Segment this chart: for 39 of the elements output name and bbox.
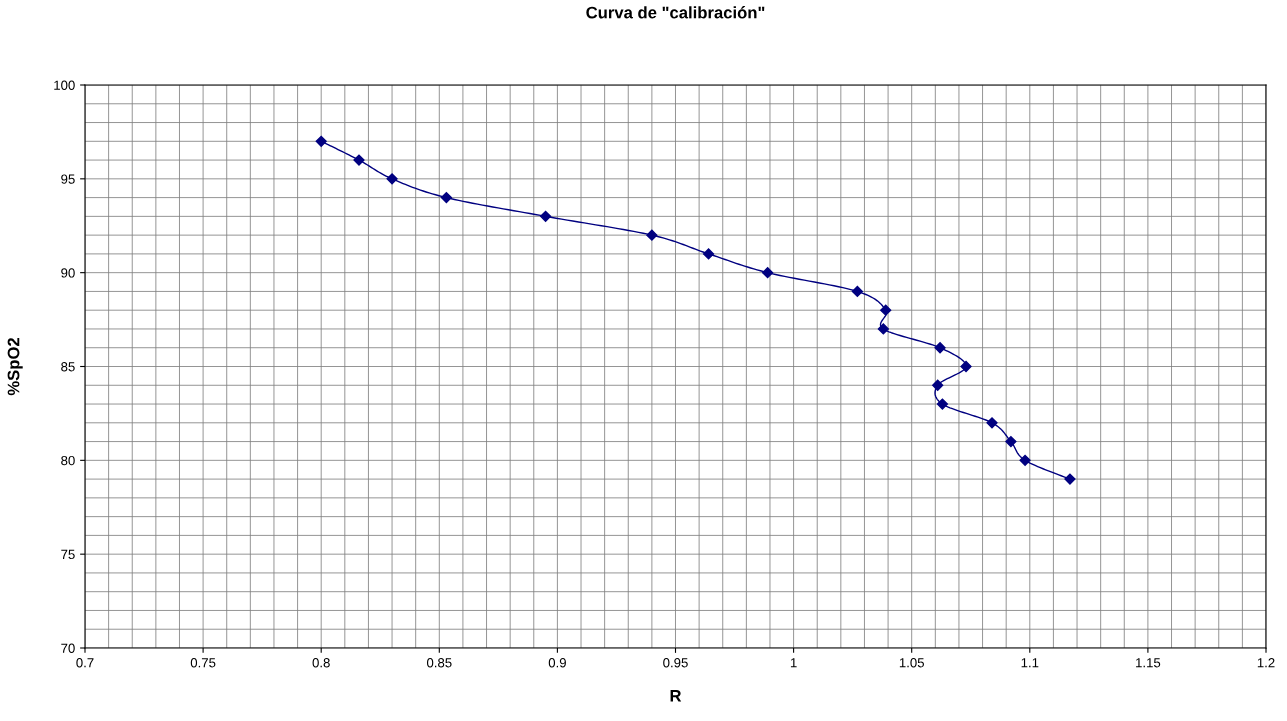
point xyxy=(934,342,946,354)
point xyxy=(851,285,863,298)
x-tick-label: 0.75 xyxy=(190,658,216,668)
y-tick-label: 85 xyxy=(61,362,75,372)
point xyxy=(936,398,949,410)
x-tick-label: 0.9 xyxy=(548,658,566,668)
point xyxy=(1064,473,1076,485)
point xyxy=(539,210,552,222)
point xyxy=(386,173,398,185)
x-axis-title: R xyxy=(670,690,682,702)
y-tick-label: 100 xyxy=(54,80,75,90)
point xyxy=(877,323,889,335)
chart-title: Curva de "calibración" xyxy=(586,6,765,19)
point xyxy=(1005,435,1017,448)
y-axis-title: %SpO2 xyxy=(7,337,23,396)
point xyxy=(646,229,658,241)
y-tick-label: 95 xyxy=(61,174,75,184)
point xyxy=(702,248,715,260)
point xyxy=(762,267,774,279)
x-tick-label: 1.15 xyxy=(1136,658,1161,668)
point xyxy=(960,360,972,373)
x-tick-label: 0.8 xyxy=(312,658,330,668)
point xyxy=(315,135,327,147)
x-tick-label: 0.95 xyxy=(663,658,688,668)
point xyxy=(986,417,998,429)
x-tick-label: 1.2 xyxy=(1257,658,1275,668)
y-tick-label: 80 xyxy=(61,455,75,466)
x-tick-label: 1.1 xyxy=(1021,658,1039,668)
point xyxy=(1019,454,1031,466)
x-tick-label: 1.05 xyxy=(899,658,924,668)
y-tick-label: 75 xyxy=(61,549,75,560)
point xyxy=(440,191,452,204)
point xyxy=(880,304,892,316)
x-tick-label: 0.7 xyxy=(76,658,94,668)
y-tick-label: 90 xyxy=(61,268,75,278)
point xyxy=(932,379,944,391)
x-tick-label: 0.85 xyxy=(426,658,452,668)
y-tick-label: 70 xyxy=(61,643,75,653)
x-tick-label: 1 xyxy=(790,658,797,668)
